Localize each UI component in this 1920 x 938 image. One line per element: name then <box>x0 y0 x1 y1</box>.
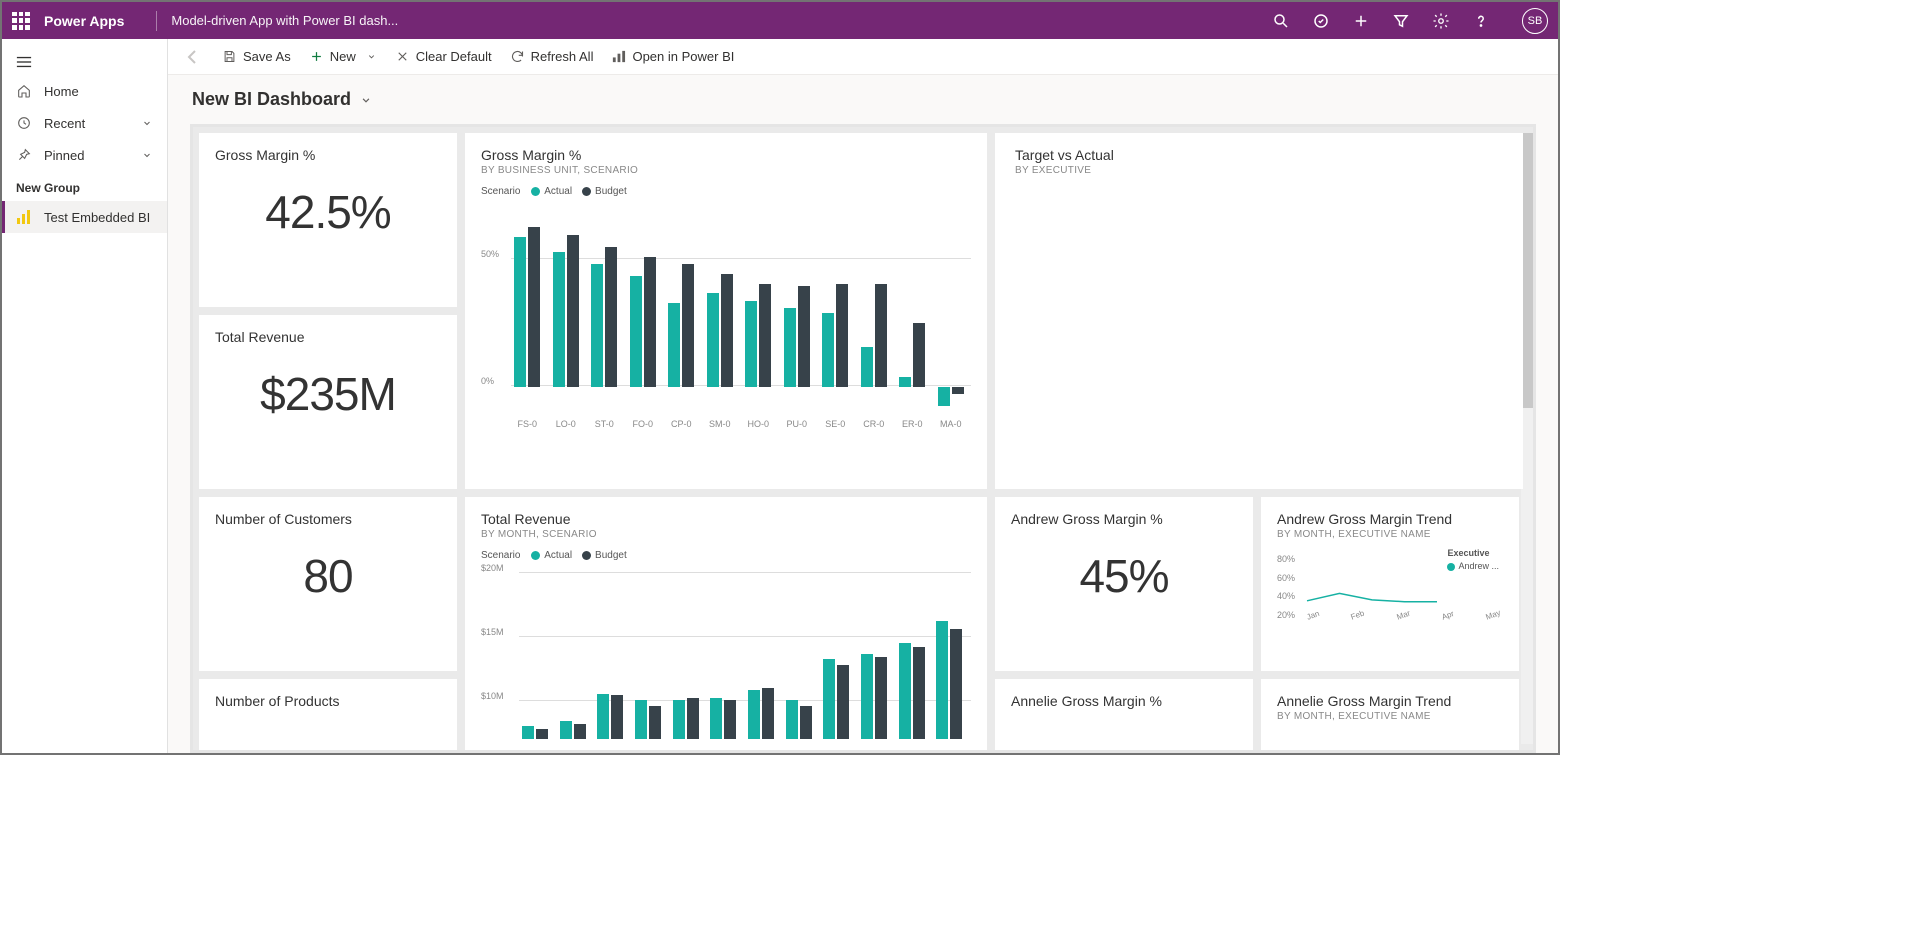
cmd-label: Clear Default <box>416 49 492 64</box>
nav-label: Pinned <box>44 148 84 163</box>
card-number-of-products[interactable]: Number of Products <box>199 679 457 753</box>
add-icon[interactable] <box>1352 12 1370 30</box>
card-title: Annelie Gross Margin Trend <box>1277 693 1503 709</box>
powerbi-icon <box>16 209 32 225</box>
chevron-down-icon <box>359 93 373 107</box>
chevron-down-icon <box>366 49 377 64</box>
command-bar: Save As New Clear Default Refresh All Op… <box>168 39 1558 75</box>
nav-label: Home <box>44 84 79 99</box>
chevron-down-icon <box>141 117 153 129</box>
save-icon <box>222 49 237 64</box>
task-icon[interactable] <box>1312 12 1330 30</box>
powerbi-icon <box>611 49 626 64</box>
back-icon[interactable] <box>180 45 204 69</box>
user-avatar[interactable]: SB <box>1522 8 1548 34</box>
card-subtitle: BY MONTH, EXECUTIVE NAME <box>1277 711 1503 722</box>
header-actions: SB <box>1272 8 1548 34</box>
card-number-of-customers[interactable]: Number of Customers 80 <box>199 497 457 671</box>
chart-legend: Scenario Actual Budget <box>481 550 971 561</box>
bar-chart: 50%0% FS-0 LO-0 ST-0 FO-0 CP-0 SM-0 HO-0 <box>481 205 971 435</box>
card-title: Total Revenue <box>481 511 971 527</box>
card-title: Total Revenue <box>215 329 441 345</box>
card-title: Andrew Gross Margin % <box>1011 511 1237 527</box>
cmd-label: Open in Power BI <box>632 49 734 64</box>
card-subtitle: BY BUSINESS UNIT, SCENARIO <box>481 165 971 176</box>
card-revenue-by-month[interactable]: Total Revenue BY MONTH, SCENARIO Scenari… <box>465 497 987 753</box>
plus-icon <box>309 49 324 64</box>
card-annelie-gm[interactable]: Annelie Gross Margin % <box>995 679 1253 753</box>
suite-header: Power Apps Model-driven App with Power B… <box>2 2 1558 39</box>
page-title: New BI Dashboard <box>192 89 351 110</box>
refresh-button[interactable]: Refresh All <box>510 49 594 64</box>
open-powerbi-button[interactable]: Open in Power BI <box>611 49 734 64</box>
card-title: Target vs Actual <box>1015 147 1507 163</box>
nav-recent[interactable]: Recent <box>2 107 167 139</box>
card-target-vs-actual-wide[interactable]: Target vs Actual BY EXECUTIVE <box>999 133 1523 489</box>
separator <box>156 11 157 31</box>
bar-chart: $20M$15M$10M <box>481 567 971 747</box>
kpi-value: 80 <box>215 549 441 603</box>
clock-icon <box>16 115 32 131</box>
nav-test-embedded-bi[interactable]: Test Embedded BI <box>2 201 167 233</box>
card-subtitle: BY MONTH, EXECUTIVE NAME <box>1277 529 1503 540</box>
line-chart: 80%60%40%20%ExecutiveAndrew ...JanFebMar… <box>1277 548 1503 618</box>
dashboard-canvas: Gross Margin % 42.5% Total Revenue $235M… <box>190 124 1536 753</box>
card-gm-by-business-unit[interactable]: Gross Margin % BY BUSINESS UNIT, SCENARI… <box>465 133 987 489</box>
card-title: Andrew Gross Margin Trend <box>1277 511 1503 527</box>
card-title: Annelie Gross Margin % <box>1011 693 1237 709</box>
waffle-icon[interactable] <box>12 12 30 30</box>
card-total-revenue[interactable]: Total Revenue $235M <box>199 315 457 489</box>
card-andrew-gm[interactable]: Andrew Gross Margin % 45% <box>995 497 1253 671</box>
filter-icon[interactable] <box>1392 12 1410 30</box>
card-title: Number of Customers <box>215 511 441 527</box>
close-icon <box>395 49 410 64</box>
cmd-label: Refresh All <box>531 49 594 64</box>
card-title: Number of Products <box>215 693 441 709</box>
main-content: Save As New Clear Default Refresh All Op… <box>168 39 1558 753</box>
card-title: Gross Margin % <box>215 147 441 163</box>
kpi-value: 42.5% <box>215 185 441 239</box>
pin-icon <box>16 147 32 163</box>
card-title: Gross Margin % <box>481 147 971 163</box>
page-header[interactable]: New BI Dashboard <box>168 75 1558 120</box>
chevron-down-icon <box>141 149 153 161</box>
help-icon[interactable] <box>1472 12 1490 30</box>
nav-pinned[interactable]: Pinned <box>2 139 167 171</box>
save-as-button[interactable]: Save As <box>222 49 291 64</box>
cmd-clear[interactable]: Clear Default <box>395 49 492 64</box>
nav-label: Recent <box>44 116 85 131</box>
card-andrew-trend[interactable]: Andrew Gross Margin Trend BY MONTH, EXEC… <box>1261 497 1519 671</box>
nav-group-header: New Group <box>2 171 167 201</box>
search-icon[interactable] <box>1272 12 1290 30</box>
nav-hamburger[interactable] <box>2 49 167 75</box>
cmd-label: Save As <box>243 49 291 64</box>
new-button[interactable]: New <box>309 49 377 64</box>
card-subtitle: BY EXECUTIVE <box>1015 165 1507 176</box>
app-name: Power Apps <box>44 13 124 29</box>
home-icon <box>16 83 32 99</box>
kpi-value: $235M <box>215 367 441 421</box>
settings-icon[interactable] <box>1432 12 1450 30</box>
chart-legend: Scenario Actual Budget <box>481 186 971 197</box>
kpi-value: 45% <box>1011 549 1237 603</box>
card-annelie-trend[interactable]: Annelie Gross Margin Trend BY MONTH, EXE… <box>1261 679 1519 753</box>
app-subtitle: Model-driven App with Power BI dash... <box>171 13 398 28</box>
card-gross-margin-pct[interactable]: Gross Margin % 42.5% <box>199 133 457 307</box>
nav-home[interactable]: Home <box>2 75 167 107</box>
refresh-icon <box>510 49 525 64</box>
nav-label: Test Embedded BI <box>44 210 150 225</box>
left-nav: Home Recent Pinned New Group Test Embedd… <box>2 39 168 753</box>
card-subtitle: BY MONTH, SCENARIO <box>481 529 971 540</box>
clear-default-button: New <box>330 49 356 64</box>
